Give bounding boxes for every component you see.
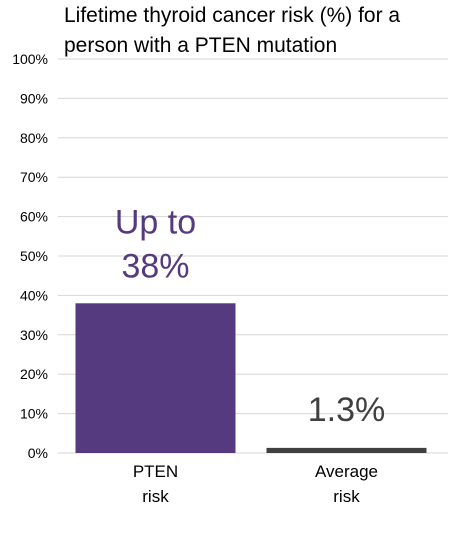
chart-title-line-1: Lifetime thyroid cancer risk (%) for a bbox=[64, 4, 400, 27]
bar bbox=[75, 303, 236, 453]
y-tick-label: 50% bbox=[20, 248, 48, 264]
y-tick-label: 90% bbox=[20, 90, 48, 106]
data-label: 38% bbox=[121, 247, 189, 285]
bar bbox=[266, 447, 427, 453]
chart-title: Lifetime thyroid cancer risk (%) for a p… bbox=[64, 4, 400, 57]
y-tick-label: 80% bbox=[20, 130, 48, 146]
data-label: Up to bbox=[115, 203, 196, 241]
y-tick-label: 100% bbox=[12, 51, 48, 67]
category-label: risk bbox=[142, 487, 169, 506]
chart-title-line-2: person with a PTEN mutation bbox=[64, 34, 337, 57]
category-label: risk bbox=[333, 487, 360, 506]
y-tick-label: 70% bbox=[20, 169, 48, 185]
bars bbox=[75, 303, 427, 453]
data-label: 1.3% bbox=[308, 391, 386, 429]
y-tick-label: 10% bbox=[20, 406, 48, 422]
y-tick-label: 0% bbox=[28, 445, 48, 461]
y-tick-label: 40% bbox=[20, 287, 48, 303]
data-labels: Up to 38% 1.3% bbox=[115, 203, 385, 429]
category-label: PTEN bbox=[133, 462, 178, 481]
category-label: Average bbox=[315, 462, 378, 481]
y-tick-label: 30% bbox=[20, 327, 48, 343]
category-labels: PTEN risk Average risk bbox=[133, 462, 378, 506]
y-tick-label: 60% bbox=[20, 209, 48, 225]
y-axis-tick-labels: 0% 10% 20% 30% 40% 50% 60% 70% 80% 90% 100% bbox=[12, 51, 48, 461]
y-tick-label: 20% bbox=[20, 366, 48, 382]
